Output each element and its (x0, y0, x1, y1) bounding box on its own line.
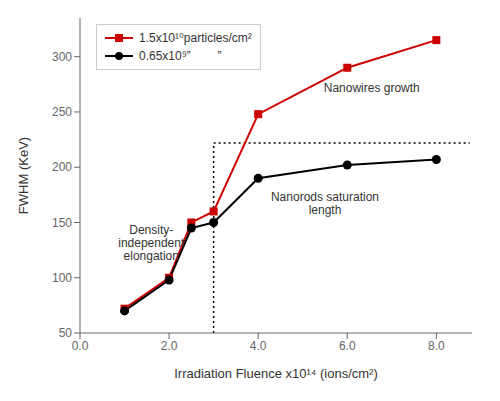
svg-text:150: 150 (52, 216, 72, 230)
svg-text:300: 300 (52, 50, 72, 64)
svg-text:100: 100 (52, 271, 72, 285)
svg-text:Irradiation Fluence x10¹⁴ (ion: Irradiation Fluence x10¹⁴ (ions/cm²) (174, 366, 378, 381)
svg-text:200: 200 (52, 160, 72, 174)
svg-text:FWHM (KeV): FWHM (KeV) (16, 137, 31, 214)
svg-text:Nanorods saturationlength: Nanorods saturationlength (271, 190, 379, 217)
html-text:0.65x10⁹” ”: 0.65x10⁹” ” (139, 49, 222, 63)
html-text:1.5x10¹⁰particles/cm²: 1.5x10¹⁰particles/cm² (139, 31, 252, 45)
svg-text:Density-independentelongation: Density-independentelongation (118, 222, 185, 262)
svg-text:6.0: 6.0 (339, 339, 356, 353)
svg-text:8.0: 8.0 (428, 339, 445, 353)
svg-text:50: 50 (59, 326, 73, 340)
svg-text:Nanowires growth: Nanowires growth (324, 81, 420, 95)
svg-text:2.0: 2.0 (161, 339, 178, 353)
svg-text:250: 250 (52, 105, 72, 119)
svg-text:0.0: 0.0 (72, 339, 89, 353)
svg-text:4.0: 4.0 (250, 339, 267, 353)
